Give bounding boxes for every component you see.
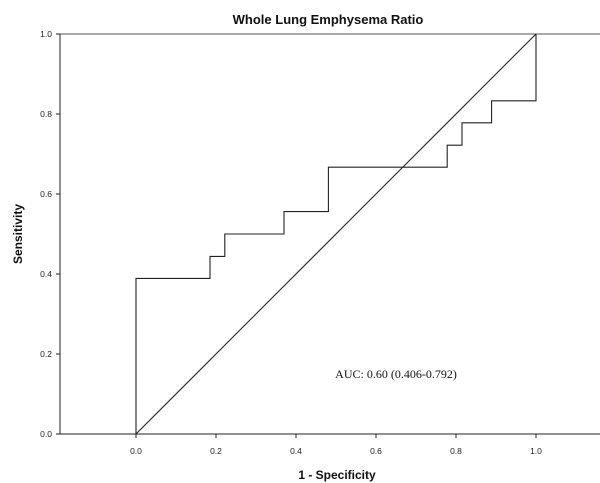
y-tick-label: 0.4 (40, 269, 52, 279)
y-tick-label: 0.6 (40, 189, 52, 199)
x-tick-label: 0.2 (210, 446, 222, 456)
x-tick-label: 1.0 (530, 446, 542, 456)
reference-diagonal-line (135, 33, 537, 435)
roc-curve-line (135, 34, 537, 434)
y-tick-label: 1.0 (40, 29, 52, 39)
auc-annotation: AUC: 0.60 (0.406-0.792) (335, 367, 457, 381)
plot-axes: 0.0 0.2 0.4 0.6 0.8 1.0 0.0 0.2 0.4 0.6 0.8 1.0 (40, 29, 600, 456)
y-tick-label: 0.8 (40, 109, 52, 119)
x-tick-label: 0.8 (450, 446, 462, 456)
plot-marks (135, 33, 537, 435)
chart-title: Whole Lung Emphysema Ratio (233, 12, 424, 27)
x-tick-label: 0.0 (130, 446, 142, 456)
x-tick-label: 0.6 (370, 446, 382, 456)
x-axis-label: 1 - Specificity (298, 468, 376, 482)
y-tick-label: 0.2 (40, 349, 52, 359)
x-tick-label: 0.4 (290, 446, 302, 456)
y-tick-label: 0.0 (40, 429, 52, 439)
y-axis-label: Sensitivity (11, 204, 25, 264)
